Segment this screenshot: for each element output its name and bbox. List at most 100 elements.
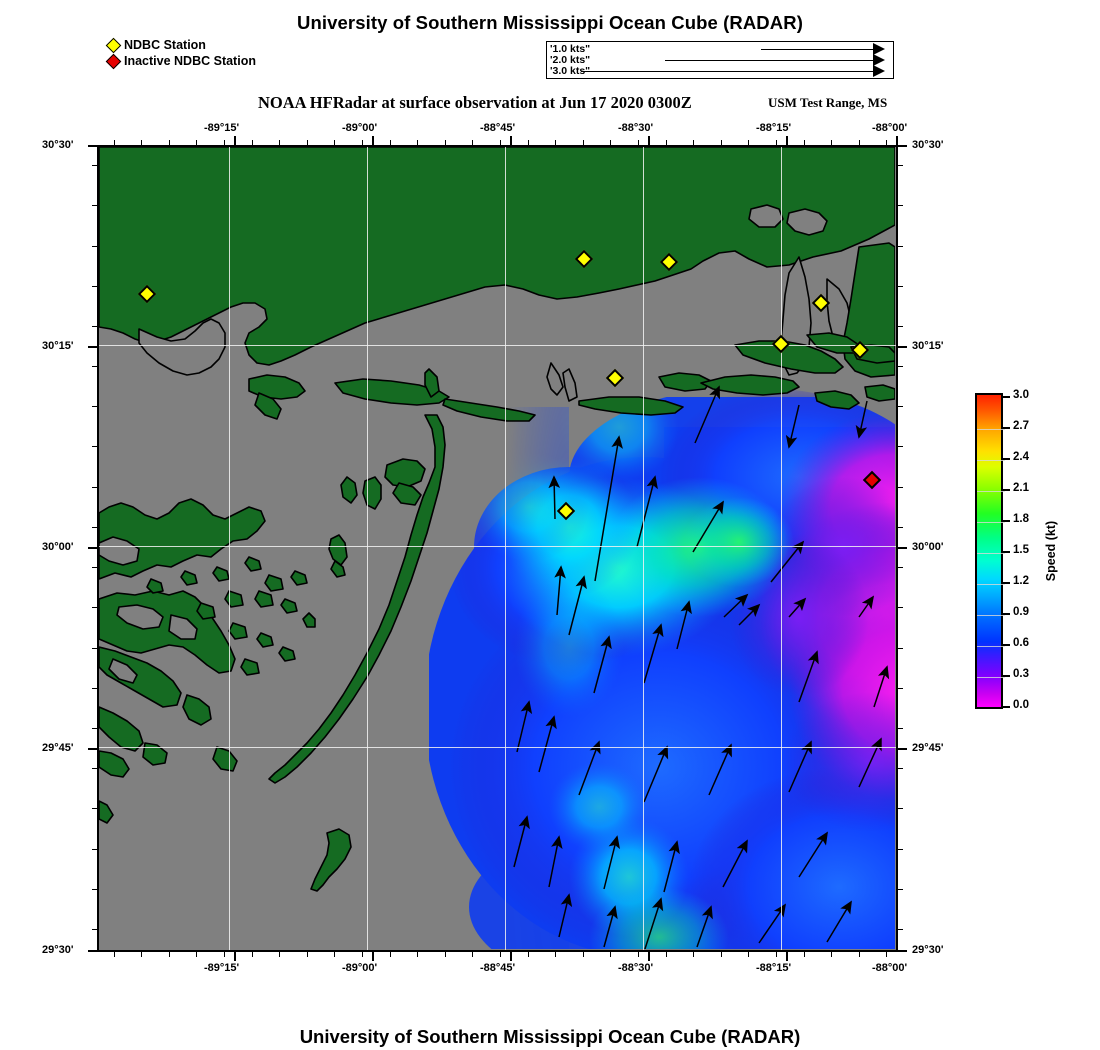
- axis-minor-tick: [92, 246, 97, 247]
- y-tick-label-right: 29°30': [912, 944, 944, 956]
- axis-minor-tick: [555, 140, 556, 145]
- x-tick-label-top: -88°45': [480, 122, 516, 134]
- vector-shaft-3: [581, 71, 873, 72]
- axis-minor-tick: [898, 648, 903, 649]
- y-tick-label-right: 29°45': [912, 742, 944, 754]
- gridline-vertical: [367, 147, 368, 950]
- axis-minor-tick: [748, 952, 749, 957]
- inactive-ndbc-station-diamond-icon: [105, 53, 122, 70]
- axis-minor-tick: [898, 487, 903, 488]
- axis-minor-tick: [417, 140, 418, 145]
- y-tick-label-right: 30°15': [912, 340, 944, 352]
- map-plot-area[interactable]: [97, 145, 898, 952]
- test-range-label: USM Test Range, MS: [768, 95, 888, 110]
- colorbar-gridline: [977, 429, 1005, 430]
- colorbar-tick: [1003, 613, 1010, 615]
- axis-minor-tick: [92, 527, 97, 528]
- axis-minor-tick: [898, 929, 903, 930]
- colorbar-tick: [1003, 489, 1010, 491]
- colorbar-tick-label: 0.6: [1013, 637, 1029, 649]
- axis-minor-tick: [252, 952, 253, 957]
- axis-minor-tick: [417, 952, 418, 957]
- colorbar-tick: [1003, 396, 1010, 398]
- axis-minor-tick: [583, 952, 584, 957]
- axis-minor-tick: [898, 688, 903, 689]
- axis-minor-tick: [196, 140, 197, 145]
- axis-minor-tick: [721, 140, 722, 145]
- axis-minor-tick: [169, 952, 170, 957]
- colorbar-tick: [1003, 675, 1010, 677]
- vector-scale-legend: '1.0 kts" '2.0 kts" '3.0 kts": [546, 41, 894, 79]
- axis-minor-tick: [898, 366, 903, 367]
- axis-minor-tick: [334, 952, 335, 957]
- axis-minor-tick: [610, 140, 611, 145]
- axis-minor-tick: [334, 140, 335, 145]
- y-tick-label-left: 29°45': [42, 742, 74, 754]
- axis-minor-tick: [362, 952, 363, 957]
- axis-minor-tick: [92, 728, 97, 729]
- axis-minor-tick: [307, 140, 308, 145]
- axis-minor-tick: [92, 446, 97, 447]
- vector-shaft-2: [665, 60, 873, 61]
- axis-minor-tick: [886, 952, 887, 957]
- axis-minor-tick: [898, 808, 903, 809]
- gridline-vertical: [505, 147, 506, 950]
- vector-arrowhead-3: [873, 65, 885, 77]
- colorbar: 0.0 0.3 0.6 0.9 1.2 1.5 1.8 2.1 2.4 2.7 3.0 Speed …: [975, 389, 1095, 713]
- axis-minor-tick: [500, 952, 501, 957]
- page-footer-title: University of Southern Mississippi Ocean…: [299, 1026, 801, 1047]
- axis-minor-tick: [528, 952, 529, 957]
- gridline-vertical: [781, 147, 782, 950]
- colorbar-tick-label: 3.0: [1013, 389, 1029, 401]
- colorbar-tick: [1003, 706, 1010, 708]
- colorbar-gridline: [977, 553, 1005, 554]
- axis-minor-tick: [898, 246, 903, 247]
- axis-minor-tick: [92, 849, 97, 850]
- colorbar-tick: [1003, 427, 1010, 429]
- axis-minor-tick: [92, 929, 97, 930]
- gridline-vertical: [229, 147, 230, 950]
- axis-minor-tick: [831, 140, 832, 145]
- axis-minor-tick: [92, 487, 97, 488]
- colorbar-tick-label: 0.9: [1013, 606, 1029, 618]
- axis-minor-tick: [898, 607, 903, 608]
- map-graphics: [99, 147, 895, 949]
- axis-minor-tick: [898, 205, 903, 206]
- x-tick-label-bottom: -88°45': [480, 962, 516, 974]
- colorbar-gridline: [977, 491, 1005, 492]
- axis-minor-tick: [196, 952, 197, 957]
- y-tick-label-right: 30°30': [912, 139, 944, 151]
- axis-minor-tick: [92, 567, 97, 568]
- axis-minor-tick: [898, 446, 903, 447]
- axis-minor-tick: [638, 140, 639, 145]
- axis-minor-tick: [307, 952, 308, 957]
- vector-shaft-1: [761, 49, 873, 50]
- x-tick-label-top: -88°00': [872, 122, 908, 134]
- chart-subtitle: NOAA HFRadar at surface observation at J…: [258, 93, 692, 112]
- axis-minor-tick: [92, 366, 97, 367]
- axis-minor-tick: [92, 406, 97, 407]
- axis-minor-tick: [92, 286, 97, 287]
- axis-minor-tick: [224, 952, 225, 957]
- colorbar-gradient: [975, 393, 1005, 709]
- colorbar-tick: [1003, 520, 1010, 522]
- gridline-horizontal: [99, 345, 896, 346]
- x-tick-label-top: -88°30': [618, 122, 654, 134]
- vector-scale-row-1: '1.0 kts": [547, 43, 893, 56]
- axis-minor-tick: [898, 889, 903, 890]
- axis-minor-tick: [555, 952, 556, 957]
- gridline-horizontal: [99, 747, 896, 748]
- vector-arrowhead-2: [873, 54, 885, 66]
- colorbar-gridline: [977, 584, 1005, 585]
- axis-minor-tick: [666, 140, 667, 145]
- axis-minor-tick: [92, 607, 97, 608]
- colorbar-gridline: [977, 677, 1005, 678]
- axis-minor-tick: [472, 140, 473, 145]
- axis-minor-tick: [638, 952, 639, 957]
- axis-minor-tick: [859, 140, 860, 145]
- axis-minor-tick: [898, 165, 903, 166]
- colorbar-tick-label: 1.8: [1013, 513, 1029, 525]
- legend-item-inactive-ndbc-station: Inactive NDBC Station: [105, 53, 348, 70]
- axis-minor-tick: [92, 808, 97, 809]
- axis-minor-tick: [92, 768, 97, 769]
